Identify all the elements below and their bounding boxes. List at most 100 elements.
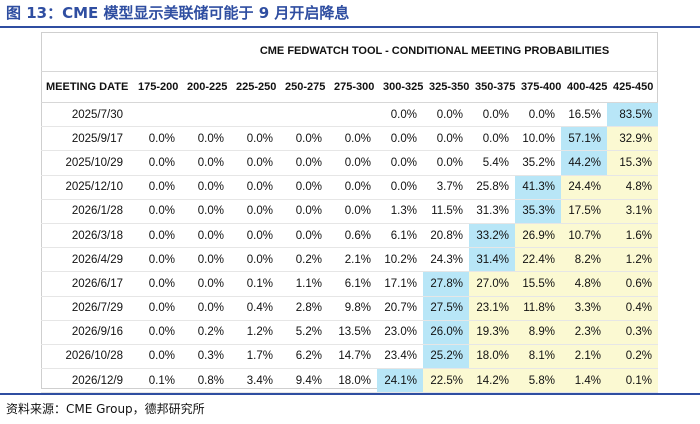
probability-cell: 3.4% [230, 368, 279, 394]
probability-cell: 16.5% [561, 102, 607, 128]
probability-cell: 20.8% [423, 223, 469, 249]
probability-cell: 2.1% [561, 344, 607, 370]
meeting-date-cell: 2026/12/9 [41, 368, 132, 394]
probability-cell: 44.2% [561, 150, 607, 176]
probability-cell: 25.8% [469, 175, 515, 200]
probability-cell: 6.1% [328, 271, 377, 297]
probability-cell: 15.5% [515, 271, 561, 297]
probability-cell: 0.0% [230, 199, 279, 224]
probability-cell: 1.4% [561, 368, 607, 394]
probability-cell [328, 102, 377, 128]
probability-cell: 83.5% [607, 102, 658, 128]
bottom-rule [0, 393, 700, 395]
probability-cell: 0.0% [181, 150, 230, 176]
table-row: 2026/1/28 0.0% 0.0% 0.0% 0.0% 0.0% 1.3% 11.5% 31… [41, 199, 658, 224]
probability-cell: 0.0% [377, 102, 423, 128]
column-header-range: 250-275 [279, 71, 328, 103]
probability-cell: 0.0% [181, 126, 230, 152]
column-header-meeting-date: MEETING DATE [41, 71, 132, 103]
probability-cell: 1.2% [230, 320, 279, 345]
probability-cell: 32.9% [607, 126, 658, 152]
column-header-range: 225-250 [230, 71, 279, 103]
probability-cell: 0.0% [132, 344, 181, 370]
probability-cell: 0.0% [230, 247, 279, 273]
probability-cell: 0.0% [132, 247, 181, 273]
probability-cell: 8.1% [515, 344, 561, 370]
probability-cell: 0.0% [230, 223, 279, 249]
probability-cell: 0.0% [328, 126, 377, 152]
probability-cell: 18.0% [469, 344, 515, 370]
probability-cell: 4.8% [561, 271, 607, 297]
probability-cell: 17.1% [377, 271, 423, 297]
probability-cell: 5.4% [469, 150, 515, 176]
meeting-date-cell: 2026/10/28 [41, 344, 132, 370]
probability-cell: 0.0% [377, 150, 423, 176]
probability-cell: 10.7% [561, 223, 607, 249]
probability-cell: 17.5% [561, 199, 607, 224]
probability-cell: 26.9% [515, 223, 561, 249]
probability-cell: 2.1% [328, 247, 377, 273]
figure-title: 图 13：CME 模型显示美联储可能于 9 月开启降息 [6, 4, 350, 22]
probability-cell: 57.1% [561, 126, 607, 152]
probability-cell [132, 102, 181, 128]
column-header-range: 425-450 [607, 71, 658, 103]
probability-cell: 1.3% [377, 199, 423, 224]
table-row: 2025/9/17 0.0% 0.0% 0.0% 0.0% 0.0% 0.0% 0.0% 0.0… [41, 126, 658, 152]
probability-cell: 2.8% [279, 296, 328, 321]
probability-cell: 24.3% [423, 247, 469, 273]
probability-cell: 0.0% [469, 102, 515, 128]
top-rule [0, 26, 700, 28]
probability-cell: 0.0% [279, 150, 328, 176]
column-header-range: 325-350 [423, 71, 469, 103]
probability-cell: 14.2% [469, 368, 515, 394]
probability-cell: 8.9% [515, 320, 561, 345]
probability-cell: 23.4% [377, 344, 423, 370]
probability-cell: 0.0% [328, 199, 377, 224]
probability-cell: 0.0% [230, 175, 279, 200]
meeting-date-cell: 2025/7/30 [41, 102, 132, 128]
probability-cell: 0.6% [607, 271, 658, 297]
probability-cell: 11.5% [423, 199, 469, 224]
probability-cell: 1.6% [607, 223, 658, 249]
probability-cell: 27.5% [423, 296, 469, 321]
probability-cell: 0.1% [607, 368, 658, 394]
probability-cell: 0.0% [279, 175, 328, 200]
probability-cell: 33.2% [469, 223, 515, 249]
probability-cell [279, 102, 328, 128]
column-header-range: 175-200 [132, 71, 181, 103]
probability-cell: 13.5% [328, 320, 377, 345]
probability-cell: 18.0% [328, 368, 377, 394]
probability-cell: 10.0% [515, 126, 561, 152]
probability-cell: 0.0% [181, 296, 230, 321]
probability-cell: 41.3% [515, 175, 561, 200]
probability-cell: 0.0% [132, 126, 181, 152]
probability-cell: 0.3% [607, 320, 658, 345]
column-header-range: 350-375 [469, 71, 515, 103]
probability-cell: 0.0% [328, 175, 377, 200]
probability-cell: 3.1% [607, 199, 658, 224]
probability-cell: 0.0% [181, 175, 230, 200]
probability-cell: 20.7% [377, 296, 423, 321]
probability-cell: 31.4% [469, 247, 515, 273]
probability-cell: 0.4% [607, 296, 658, 321]
meeting-date-cell: 2025/9/17 [41, 126, 132, 152]
column-header-range: 200-225 [181, 71, 230, 103]
column-header-range: 400-425 [561, 71, 607, 103]
probability-cell: 0.8% [181, 368, 230, 394]
probability-cell: 35.2% [515, 150, 561, 176]
probability-cell: 27.8% [423, 271, 469, 297]
probability-cell: 1.7% [230, 344, 279, 370]
probability-cell: 0.0% [328, 150, 377, 176]
probability-cell: 8.2% [561, 247, 607, 273]
probability-cell: 5.8% [515, 368, 561, 394]
probability-cell: 10.2% [377, 247, 423, 273]
probability-cell: 0.0% [181, 223, 230, 249]
meeting-date-cell: 2025/12/10 [41, 175, 132, 200]
probability-cell: 31.3% [469, 199, 515, 224]
column-header-range: 375-400 [515, 71, 561, 103]
source-note: 资料来源：CME Group，德邦研究所 [6, 402, 205, 416]
table-row: 2026/12/9 0.1% 0.8% 3.4% 9.4% 18.0% 24.1% 22.5%… [41, 368, 658, 394]
probability-cell: 5.2% [279, 320, 328, 345]
probability-cell: 2.3% [561, 320, 607, 345]
probability-cell: 0.0% [132, 175, 181, 200]
